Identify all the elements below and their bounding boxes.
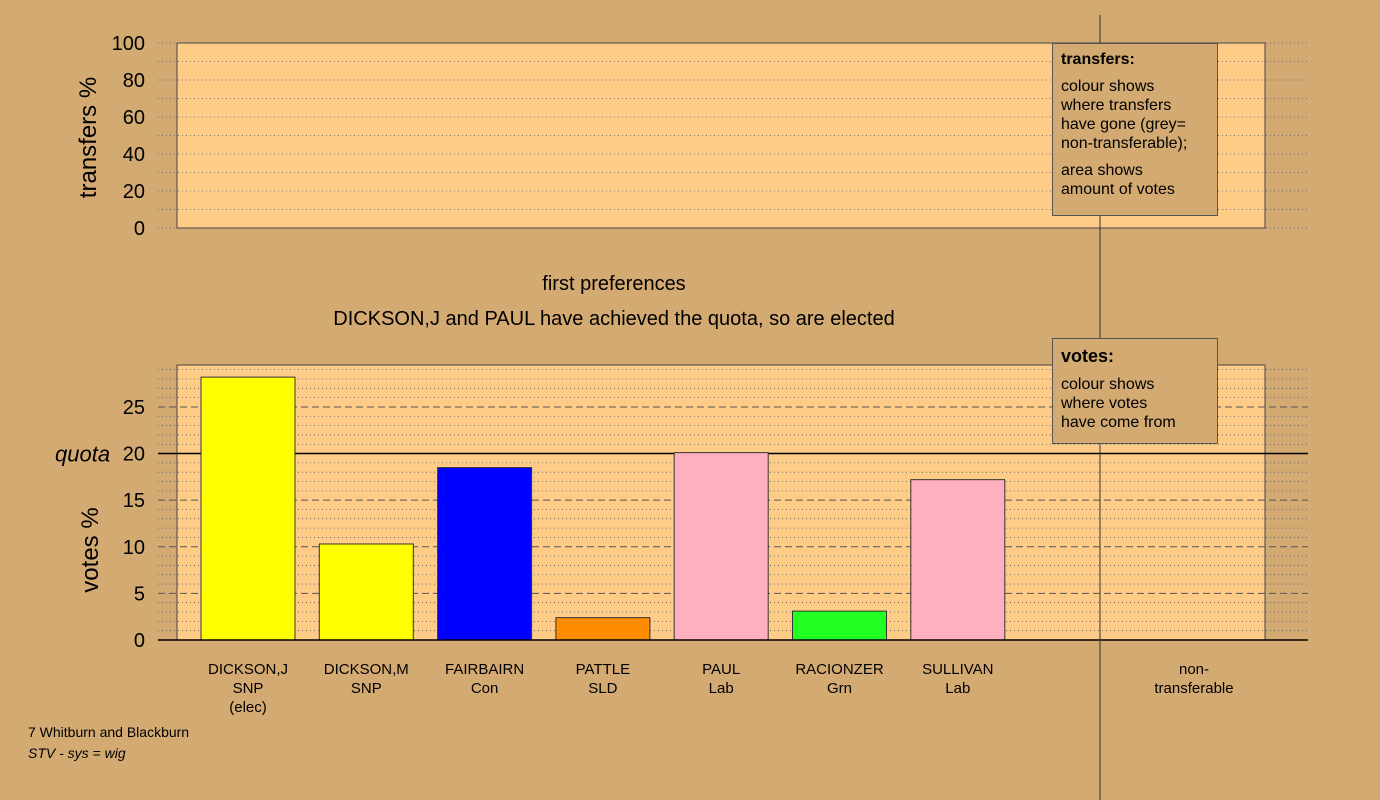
- bar-pattle: [555, 617, 651, 641]
- candidate-name-label: SULLIVAN: [922, 661, 993, 678]
- candidate-party-label: Lab: [945, 680, 970, 697]
- transfers-tick-label: 20: [123, 181, 145, 203]
- candidate-name-label: RACIONZER: [795, 661, 884, 678]
- candidate-party-label: SNP: [233, 680, 264, 697]
- transfers-tick-label: 80: [123, 70, 145, 92]
- transfers-legend-line: area shows: [1061, 162, 1143, 179]
- transfers-axis-label: transfers %: [75, 77, 102, 198]
- nontransferable-label: transferable: [1154, 680, 1233, 697]
- transfers-tick-label: 40: [123, 144, 145, 166]
- chart-subtitle: DICKSON,J and PAUL have achieved the quo…: [333, 308, 894, 330]
- candidate-party-label: SNP: [351, 680, 382, 697]
- candidate-name-label: DICKSON,J: [208, 661, 288, 678]
- bar-sullivan: [910, 479, 1006, 641]
- transfers-tick-label: 0: [134, 218, 145, 240]
- votes-legend: votes: colour shows where votes have com…: [1052, 338, 1218, 444]
- candidate-name-label: PATTLE: [576, 661, 630, 678]
- transfers-legend: transfers: colour shows where transfers …: [1052, 43, 1218, 216]
- transfers-legend-line: where transfers: [1061, 97, 1172, 114]
- votes-tick-label: 15: [123, 490, 145, 512]
- quota-label: quota: [55, 442, 110, 467]
- chart-title: first preferences: [542, 273, 685, 295]
- votes-legend-line: have come from: [1061, 414, 1176, 431]
- votes-tick-label: 0: [134, 630, 145, 652]
- votes-tick-label: 20: [123, 444, 145, 466]
- votes-axis-label: votes %: [77, 507, 104, 592]
- transfers-tick-label: 100: [112, 33, 145, 55]
- transfers-legend-line: have gone (grey=: [1061, 116, 1186, 133]
- candidate-name-label: DICKSON,M: [324, 661, 409, 678]
- system-note: STV - sys = wig: [28, 745, 126, 761]
- ward-name: 7 Whitburn and Blackburn: [28, 724, 190, 740]
- votes-legend-line: colour shows: [1061, 376, 1155, 393]
- candidate-name-label: FAIRBAIRN: [445, 661, 524, 678]
- transfers-tick-label: 60: [123, 107, 145, 129]
- candidate-party-label: Grn: [827, 680, 852, 697]
- bar-paul: [673, 452, 769, 641]
- bar-fairbairn: [437, 467, 533, 641]
- votes-legend-title: votes:: [1061, 346, 1115, 366]
- candidate-party-label: SLD: [588, 680, 617, 697]
- transfers-legend-line: non-transferable);: [1061, 135, 1188, 152]
- candidate-party-label: Lab: [709, 680, 734, 697]
- transfers-legend-line: amount of votes: [1061, 181, 1175, 198]
- bar-dickson-j: [200, 376, 296, 641]
- votes-tick-label: 10: [123, 537, 145, 559]
- transfers-legend-title: transfers:: [1061, 51, 1135, 68]
- votes-tick-label: 25: [123, 397, 145, 419]
- candidate-name-label: PAUL: [702, 661, 740, 678]
- votes-legend-line: where votes: [1061, 395, 1148, 412]
- bar-racionzer: [792, 610, 887, 641]
- bar-dickson-m: [318, 543, 414, 641]
- candidate-note-label: (elec): [229, 699, 267, 716]
- votes-tick-label: 5: [134, 583, 145, 605]
- nontransferable-label: non-: [1179, 661, 1209, 678]
- transfers-legend-line: colour shows: [1061, 78, 1155, 95]
- candidate-party-label: Con: [471, 680, 499, 697]
